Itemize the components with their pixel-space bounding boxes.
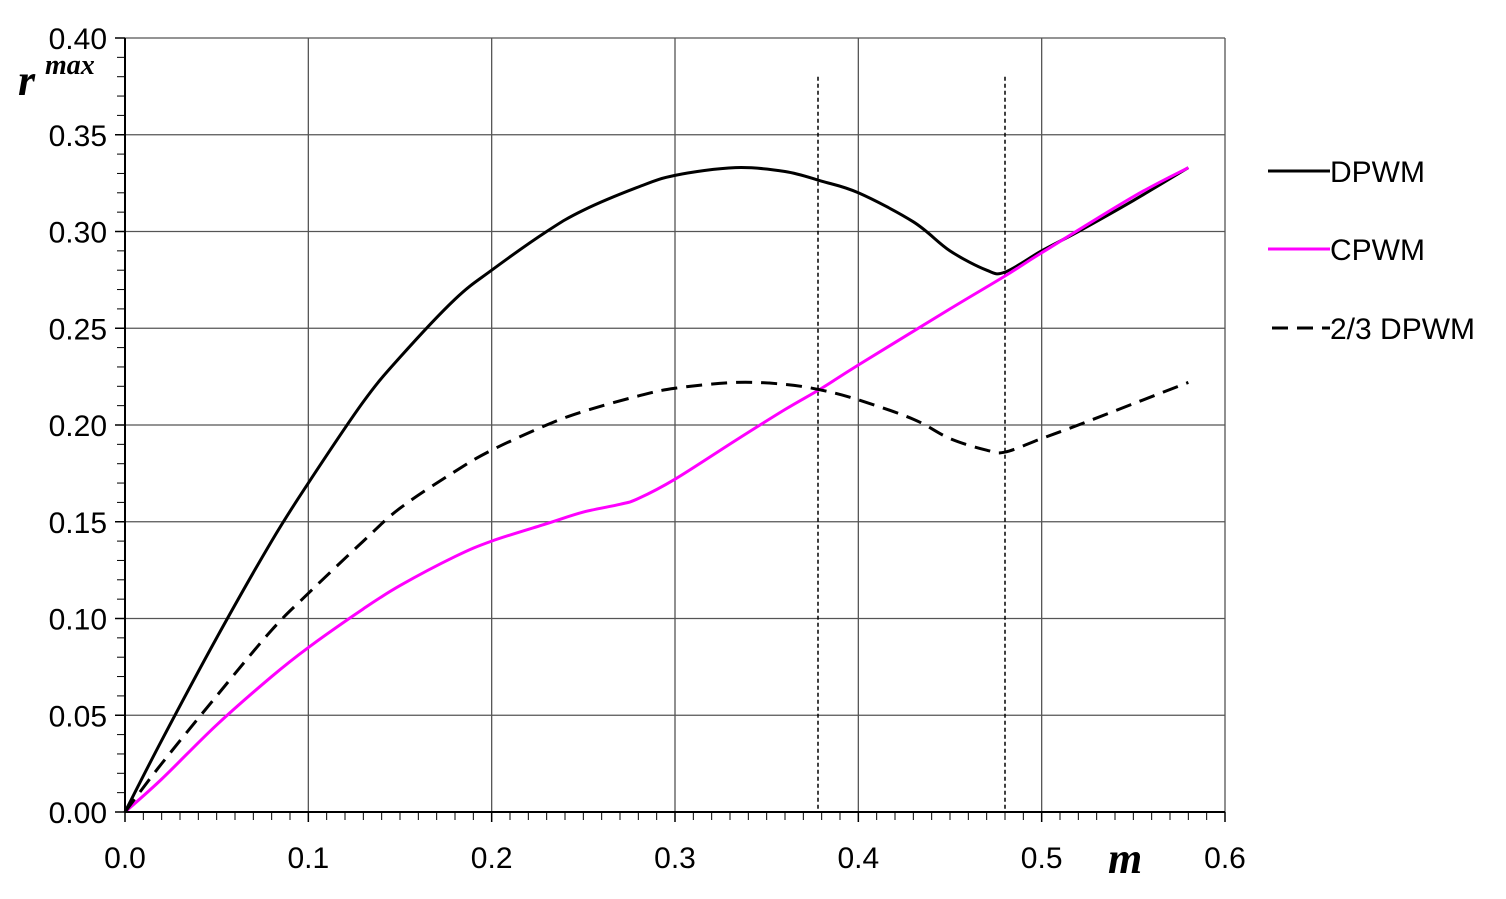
y-tick-label: 0.15 xyxy=(49,507,107,540)
series-line-dpwm xyxy=(123,166,1190,813)
x-tick-label: 0.4 xyxy=(837,842,879,875)
legend-label-two-thirds-dpwm: 2/3 DPWM xyxy=(1330,313,1475,346)
reference-lines xyxy=(817,76,1006,812)
axes xyxy=(115,37,1226,822)
y-tick-label: 0.40 xyxy=(49,23,107,56)
x-tick-label: 0.6 xyxy=(1204,842,1246,875)
y-axis-label-superscript: max xyxy=(45,50,95,81)
x-tick-label: 0.3 xyxy=(654,842,696,875)
series-line-cpwm xyxy=(123,166,1190,814)
x-tick-label: 0.0 xyxy=(104,842,146,875)
x-tick-label: 0.5 xyxy=(1021,842,1063,875)
x-axis-label: m xyxy=(1108,834,1142,883)
x-tick-label: 0.2 xyxy=(471,842,513,875)
series-lines xyxy=(123,166,1190,814)
y-tick-label: 0.30 xyxy=(49,217,107,250)
y-tick-label: 0.20 xyxy=(49,410,107,443)
legend: DPWM CPWM 2/3 DPWM xyxy=(1268,156,1475,346)
y-tick-label: 0.35 xyxy=(49,120,107,153)
legend-label-cpwm: CPWM xyxy=(1330,234,1425,267)
y-tick-label: 0.25 xyxy=(49,313,107,346)
grid xyxy=(125,37,1226,812)
x-tick-label: 0.1 xyxy=(287,842,329,875)
y-tick-label: 0.05 xyxy=(49,700,107,733)
y-tick-label: 0.10 xyxy=(49,604,107,637)
y-tick-label: 0.00 xyxy=(49,797,107,830)
y-axis-label: r xyxy=(18,56,36,105)
series-line-2-3-dpwm xyxy=(123,380,1189,813)
minor-ticks xyxy=(117,56,1208,820)
legend-label-dpwm: DPWM xyxy=(1330,156,1425,189)
tick-labels: 0.0 0.1 0.2 0.3 0.4 0.5 0.6 0.00 0.05 0.10 0.15 0.2… xyxy=(49,23,1246,875)
